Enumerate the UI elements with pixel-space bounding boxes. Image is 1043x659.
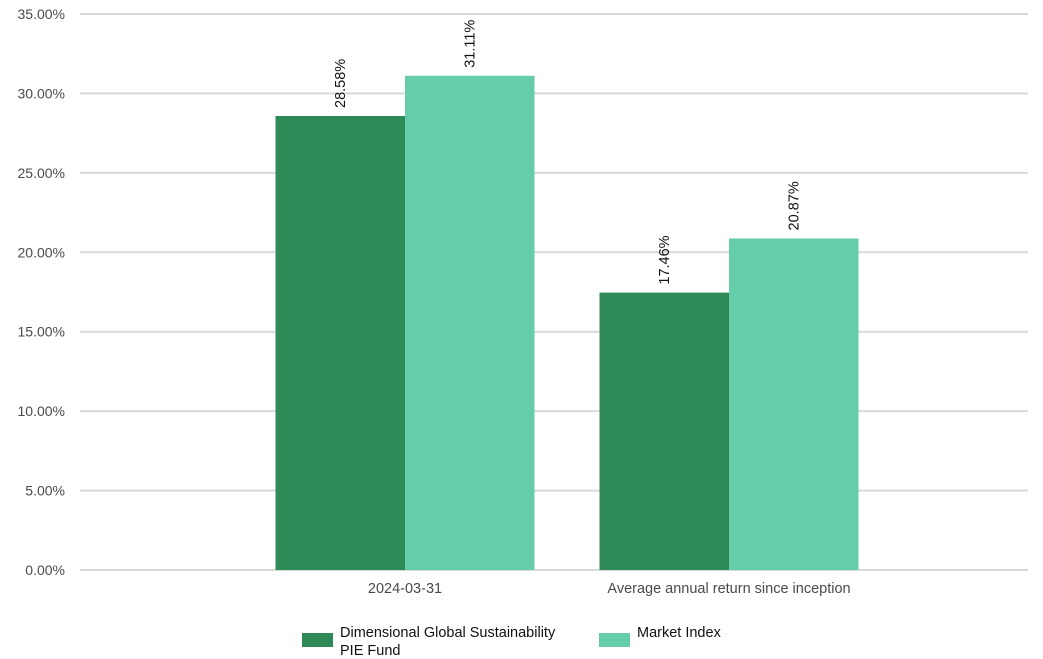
gridlines bbox=[80, 13, 1028, 571]
bar bbox=[405, 75, 535, 571]
x-category-label: 2024-03-31 bbox=[368, 581, 442, 597]
legend-item: Market Index bbox=[599, 625, 722, 647]
legend-swatch bbox=[599, 633, 630, 647]
legend-label: Dimensional Global Sustainability PIE Fun… bbox=[340, 625, 556, 659]
bar-value-label: 28.58% bbox=[333, 59, 349, 108]
x-category-label: Average annual return since inception bbox=[607, 581, 850, 597]
bar-value-label: 31.11% bbox=[463, 20, 479, 68]
legend-item: Dimensional Global Sustainability PIE Fun… bbox=[302, 625, 556, 659]
legend-swatch bbox=[302, 633, 333, 647]
y-tick-label: 5.00% bbox=[25, 483, 65, 499]
bar-value-labels: 28.58% 31.11% 17.46% 20.87% bbox=[333, 20, 803, 285]
y-tick-label: 15.00% bbox=[18, 324, 65, 340]
x-axis-category-labels: 2024-03-31 Average annual return since in… bbox=[368, 581, 851, 597]
bar bbox=[599, 292, 729, 570]
bar-value-label: 17.46% bbox=[657, 235, 673, 284]
y-tick-label: 0.00% bbox=[25, 562, 65, 578]
legend-label: Market Index bbox=[637, 625, 722, 641]
y-tick-label: 30.00% bbox=[18, 85, 65, 101]
bar-value-label: 20.87% bbox=[787, 181, 803, 230]
bar bbox=[729, 238, 859, 570]
y-tick-label: 25.00% bbox=[18, 165, 65, 181]
y-tick-label: 20.00% bbox=[18, 244, 65, 260]
legend: Dimensional Global Sustainability PIE Fun… bbox=[302, 625, 722, 659]
bars bbox=[275, 75, 859, 571]
y-tick-label: 10.00% bbox=[18, 403, 65, 419]
bar bbox=[275, 115, 405, 571]
y-tick-label: 35.00% bbox=[18, 6, 65, 22]
y-axis-tick-labels: 0.00% 5.00% 10.00% 15.00% 20.00% 25.00% 30.00%… bbox=[18, 6, 65, 578]
